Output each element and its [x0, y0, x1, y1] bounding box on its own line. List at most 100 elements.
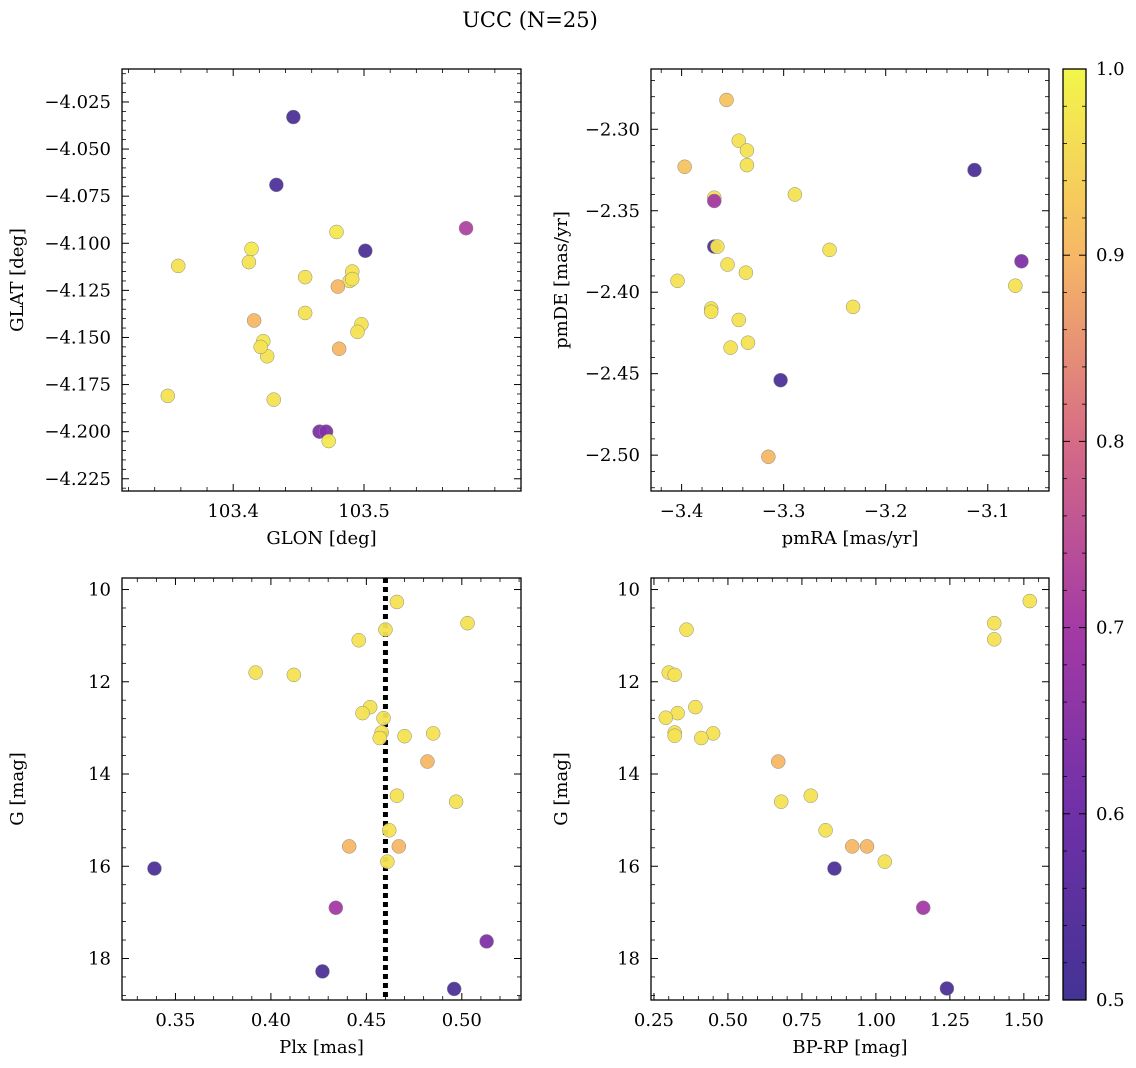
- data-point: [787, 187, 803, 202]
- data-point: [382, 823, 397, 838]
- data-point: [241, 254, 257, 270]
- y-tick-label: −4.075: [44, 186, 111, 207]
- x-tick-label: −3.3: [762, 501, 806, 522]
- x-tick-label: 103.4: [207, 501, 259, 522]
- data-point: [315, 964, 330, 979]
- data-point: [667, 728, 682, 743]
- data-point: [827, 861, 842, 876]
- data-point: [425, 726, 441, 741]
- data-point: [987, 615, 1002, 631]
- panel-1: 103.4 103.5 −4.225 −4.200 −4.175 −4.150 −4.125…: [7, 68, 522, 549]
- data-point: [420, 754, 435, 769]
- y-axis-label: pmDE [mas/yr]: [551, 211, 572, 349]
- y-tick-label: 12: [617, 672, 640, 693]
- data-point: [372, 730, 387, 746]
- data-point: [479, 934, 494, 949]
- colorbar-tick-label: 1.0: [1096, 59, 1125, 80]
- x-tick-label: 0.75: [782, 1010, 822, 1031]
- data-point: [731, 133, 747, 148]
- y-tick-label: 14: [617, 764, 640, 785]
- y-tick-label: 16: [617, 856, 640, 877]
- y-tick-label: −2.40: [585, 282, 640, 303]
- x-tick-label: −3.4: [660, 501, 704, 522]
- data-point: [389, 788, 405, 803]
- y-tick-label: 10: [617, 580, 640, 601]
- x-axis-label: pmRA [mas/yr]: [782, 528, 919, 549]
- x-tick-label: 0.50: [708, 1010, 748, 1031]
- colorbar-gradient: [1062, 68, 1087, 1001]
- data-point: [740, 335, 756, 350]
- data-point: [331, 341, 347, 357]
- y-tick-label: −2.30: [585, 119, 640, 140]
- data-point: [1014, 254, 1029, 269]
- data-point: [845, 299, 861, 315]
- data-point: [818, 823, 833, 838]
- data-point: [667, 667, 682, 683]
- y-tick-label: −4.175: [44, 375, 111, 396]
- data-point: [391, 839, 407, 854]
- data-point: [731, 312, 747, 328]
- colorbar: 0.5 0.6 0.7 0.8 0.9 1.0: [1062, 59, 1125, 1011]
- data-point: [670, 273, 685, 289]
- data-point: [707, 193, 722, 209]
- x-tick-label: 0.35: [155, 1010, 195, 1031]
- data-point: [822, 242, 837, 258]
- data-point: [987, 632, 1002, 647]
- data-point: [286, 667, 302, 683]
- data-point: [719, 92, 734, 108]
- y-axis-label: G [mag]: [7, 752, 28, 825]
- data-point: [773, 372, 788, 388]
- data-point: [244, 241, 259, 257]
- colorbar-tick-label: 0.8: [1096, 431, 1125, 452]
- data-point: [341, 839, 357, 854]
- y-tick-label: 12: [88, 672, 111, 693]
- data-point: [1022, 593, 1038, 609]
- data-point: [703, 304, 719, 320]
- data-point: [694, 730, 709, 746]
- y-tick-label: 14: [88, 764, 111, 785]
- y-tick-label: −4.225: [44, 469, 111, 490]
- x-tick-label: 0.45: [346, 1010, 386, 1031]
- data-point: [380, 854, 395, 869]
- y-tick-label: 18: [617, 948, 640, 969]
- figure-title: UCC (N=25): [462, 8, 598, 32]
- panel-4: 0.25 0.50 0.75 1.00 1.25 1.50 10 12 14 16 18 BP-RP …: [551, 577, 1050, 1058]
- plot-frame: [121, 577, 522, 1001]
- plot-frame: [121, 68, 522, 492]
- data-point: [328, 900, 344, 916]
- data-point: [720, 257, 735, 272]
- data-point: [378, 622, 393, 637]
- data-point: [248, 665, 263, 680]
- x-tick-label: −3.2: [864, 501, 908, 522]
- data-point: [397, 728, 412, 744]
- x-axis-label: Plx [mas]: [279, 1037, 364, 1058]
- plot-frame: [650, 68, 1050, 492]
- data-point: [739, 143, 755, 158]
- data-point: [266, 392, 282, 407]
- data-point: [448, 794, 464, 809]
- data-point: [688, 699, 703, 715]
- data-point: [761, 449, 776, 465]
- data-point: [246, 313, 262, 328]
- x-tick-label: −3.1: [966, 501, 1010, 522]
- data-point: [1008, 278, 1023, 293]
- y-tick-label: −2.45: [585, 364, 640, 385]
- data-point: [389, 594, 405, 610]
- y-tick-label: 10: [88, 580, 111, 601]
- y-tick-label: −4.200: [44, 422, 111, 443]
- x-axis-label: BP-RP [mag]: [792, 1037, 907, 1058]
- y-axis-label: G [mag]: [551, 752, 572, 825]
- data-point: [803, 788, 819, 803]
- data-point: [171, 258, 186, 274]
- data-point: [253, 339, 268, 355]
- data-point: [723, 340, 738, 355]
- x-tick-label: 1.25: [930, 1010, 970, 1031]
- y-tick-label: −2.35: [585, 201, 640, 222]
- x-tick-label: 1.00: [856, 1010, 896, 1031]
- colorbar-tick-label: 0.6: [1096, 804, 1125, 825]
- data-point: [844, 839, 860, 854]
- data-point: [147, 861, 162, 876]
- data-point: [330, 279, 346, 294]
- colorbar-tick-label: 0.5: [1096, 990, 1125, 1011]
- x-axis-label: GLON [deg]: [266, 528, 376, 549]
